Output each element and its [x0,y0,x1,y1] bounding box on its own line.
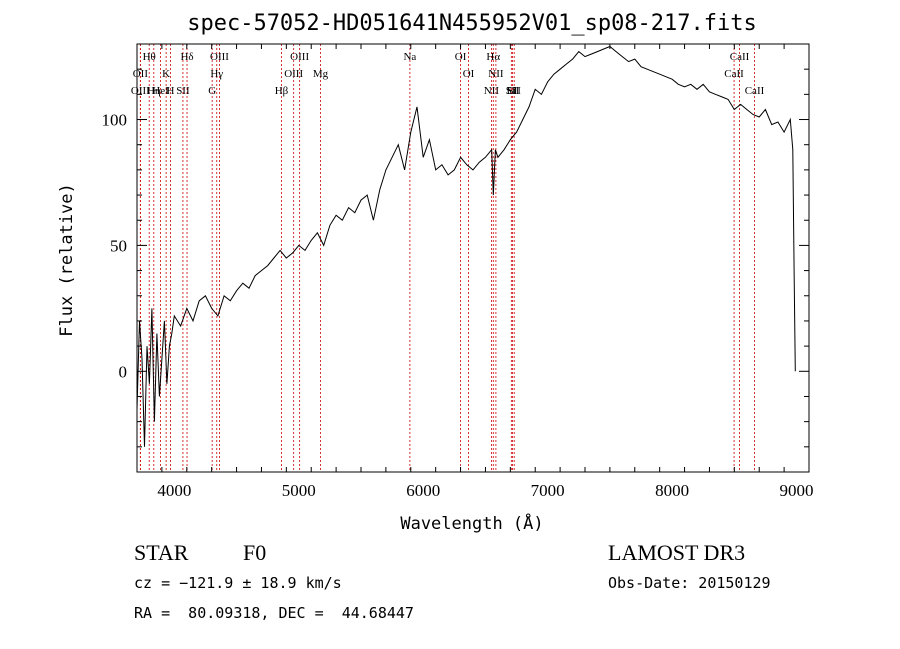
spectral-line-label: Hη [147,85,161,97]
spectral-line-label: NII [484,85,500,97]
y-axis-label: Flux (relative) [57,183,77,337]
spectral-line-label: Mg [313,68,329,80]
coordinates: RA = 80.09318, DEC = 44.68447 [134,604,414,622]
spectral-line-label: Hβ [275,85,289,97]
x-axis-ticks: 4000 5000 6000 7000 8000 9000 [136,44,814,500]
x-axis-label: Wavelength (Å) [400,512,543,534]
x-tick-label: 9000 [780,481,814,500]
flux-series-line [136,45,796,447]
spectral-line-label: SII [506,85,520,97]
flux-series-group [136,45,796,447]
spectral-line-label: OI [463,68,475,80]
spectral-line-label: NII [488,68,504,80]
y-tick-label: 0 [119,362,128,381]
spectral-line-label: H [166,85,174,97]
spectral-line-label: SII [176,85,190,97]
spectral-line-label: CaII [724,68,744,80]
spectral-line-label: OIII [131,85,150,97]
spectral-line-markers [139,44,755,472]
x-tick-label: 5000 [282,481,316,500]
x-tick-label: 7000 [531,481,565,500]
spectral-line-label: OIII [290,51,309,63]
object-subclass: F0 [243,540,267,565]
x-tick-label: 6000 [406,481,440,500]
spectral-line-label: HeI [152,85,169,97]
spectral-line-label: Hγ [210,68,223,80]
spectral-line-label: CaII [730,51,750,63]
spectral-line-label: OIII [284,68,303,80]
spectral-line-label: K [162,68,170,80]
redshift-cz: cz = −121.9 ± 18.9 km/s [134,574,342,592]
spectral-line-label: G [208,85,216,97]
plot-frame [136,43,810,473]
survey-name: LAMOST DR3 [608,540,746,565]
x-tick-label: 4000 [157,481,191,500]
y-tick-label: 50 [110,236,127,255]
spectral-line-label: OIII [210,51,229,63]
spectral-line-label: SII [507,85,521,97]
spectral-line-label: Li [506,85,516,97]
spectral-line-label: Na [403,51,416,63]
obs-date: Obs-Date: 20150129 [608,574,771,592]
spectral-line-label: OI [455,51,467,63]
chart-title: spec-57052-HD051641N455952V01_sp08-217.f… [187,11,757,36]
spectral-line-label: Hα [486,51,500,63]
spectral-line-label: CaII [745,85,765,97]
x-tick-label: 8000 [655,481,689,500]
spectral-line-label: OII [133,68,149,80]
y-tick-label: 100 [102,111,128,130]
object-class: STAR [134,540,189,565]
y-axis-ticks: 0 50 100 [102,43,809,473]
spectral-line-label: Hθ [143,51,156,63]
spectral-line-label: Hδ [180,51,193,63]
